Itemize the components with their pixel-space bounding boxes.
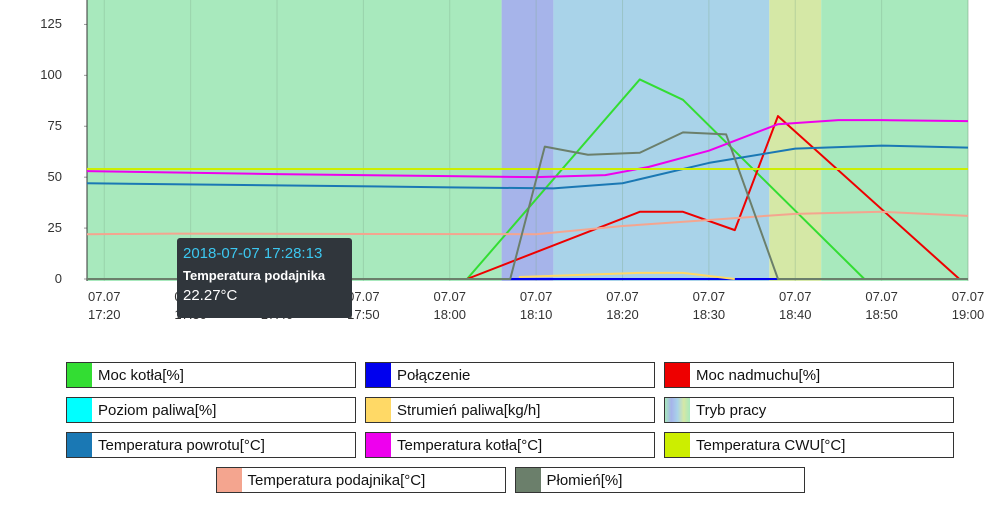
legend-swatch (67, 398, 92, 422)
x-tick-label: 07.07 18:20 (606, 289, 639, 322)
legend-item[interactable]: Temperatura podajnika[°C] (215, 467, 506, 493)
mode-band (769, 0, 822, 281)
legend-label: Temperatura podajnika[°C] (247, 471, 426, 489)
tooltip-time: 2018-07-07 17:28:13 (183, 245, 323, 262)
x-tick-label: 07.07 18:00 (433, 289, 467, 322)
legend-label: Temperatura kotła[°C] (397, 436, 543, 454)
series-line (518, 271, 735, 280)
x-tick-label: 07.07 18:40 (778, 289, 812, 322)
legend-swatch (665, 433, 690, 457)
legend-label: Moc nadmuchu[%] (696, 366, 821, 384)
legend-label: Strumień paliwa[kg/h] (397, 401, 541, 419)
y-tick-label: 125 (40, 16, 62, 32)
legend-label: Poziom paliwa[%] (98, 401, 217, 419)
legend-swatch (665, 363, 690, 387)
legend-swatch (67, 433, 92, 457)
series-line (86, 210, 969, 236)
x-tick-label: 07.07 19:00 (951, 289, 985, 322)
tooltip-series: Temperatura podajnika (183, 268, 326, 283)
y-tick-label: 25 (47, 220, 62, 236)
mode-band (501, 0, 554, 281)
legend-swatch (366, 398, 391, 422)
chart (84, 0, 969, 281)
x-tick-label: 07.07 18:30 (692, 289, 726, 322)
legend-item[interactable]: Moc nadmuchu[%] (664, 362, 954, 388)
legend-item[interactable]: Temperatura CWU[°C] (664, 432, 954, 458)
series-line (86, 144, 969, 190)
legend-swatch (366, 433, 391, 457)
x-tick-label: 07.07 17:20 (87, 289, 121, 322)
legend: Moc kotła[%] Połączenie Moc nadmuchu[%] Poz… (66, 362, 954, 493)
legend-swatch (515, 468, 541, 492)
x-tick-label: 07.07 18:10 (519, 289, 553, 322)
legend-item[interactable]: Poziom paliwa[%] (66, 397, 356, 423)
legend-item[interactable]: Połączenie (365, 362, 655, 388)
mode-band (821, 0, 968, 281)
legend-item[interactable]: Strumień paliwa[kg/h] (365, 397, 655, 423)
y-tick-label: 100 (40, 67, 62, 83)
tooltip-value: 22.27°C (183, 287, 238, 304)
legend-swatch (216, 468, 242, 492)
legend-item[interactable]: Płomień[%] (514, 467, 805, 493)
legend-item[interactable]: Temperatura kotła[°C] (365, 432, 655, 458)
x-tick-label: 07.07 17:50 (347, 289, 380, 322)
legend-swatch (665, 398, 690, 422)
legend-label: Tryb pracy (696, 401, 767, 419)
series-line (87, 131, 968, 280)
y-tick-label: 0 (54, 271, 62, 286)
legend-label: Połączenie (397, 366, 471, 384)
tooltip: 2018-07-07 17:28:13 Temperatura podajnik… (177, 238, 352, 318)
legend-item[interactable]: Tryb pracy (664, 397, 954, 423)
y-tick-label: 50 (47, 169, 62, 185)
legend-label: Temperatura powrotu[°C] (98, 436, 265, 454)
legend-item[interactable]: Temperatura powrotu[°C] (66, 432, 356, 458)
legend-label: Temperatura CWU[°C] (696, 436, 846, 454)
legend-label: Moc kotła[%] (98, 366, 184, 384)
legend-label: Płomień[%] (546, 471, 623, 489)
legend-item[interactable]: Moc kotła[%] (66, 362, 356, 388)
series-line (86, 119, 969, 179)
legend-swatch (366, 363, 391, 387)
legend-swatch (67, 363, 92, 387)
x-tick-label: 07.07 18:50 (865, 289, 898, 322)
y-tick-label: 75 (47, 118, 62, 134)
